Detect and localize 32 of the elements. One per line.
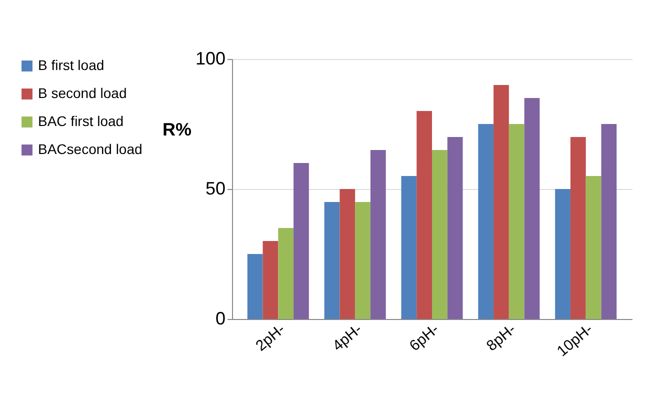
- bar: [524, 98, 540, 319]
- y-tick-label: 0: [215, 308, 226, 328]
- bar: [262, 241, 278, 319]
- bar: [416, 111, 432, 319]
- bar: [370, 150, 386, 319]
- bar: [586, 176, 602, 319]
- legend-label: BACsecond load: [38, 141, 142, 157]
- x-tick-label: 4pH-: [330, 320, 366, 355]
- bar: [247, 254, 263, 319]
- y-axis-title: R%: [162, 120, 192, 140]
- bar: [447, 137, 463, 319]
- bar: [555, 189, 570, 319]
- bar: [601, 124, 617, 319]
- bar: [294, 163, 309, 319]
- legend-label: B first load: [38, 57, 104, 73]
- bar: [508, 124, 524, 319]
- x-tick-label: 8pH-: [483, 320, 520, 355]
- bar: [324, 202, 340, 319]
- legend-label: B second load: [38, 85, 127, 101]
- bar: [478, 124, 494, 319]
- x-tick-label: 6pH-: [406, 320, 442, 355]
- bar: [355, 202, 370, 319]
- bar: [401, 176, 417, 319]
- y-tick-label: 50: [205, 178, 226, 198]
- x-tick-label: 2pH-: [252, 320, 288, 355]
- y-tick-label: 100: [195, 48, 226, 68]
- bar: [494, 85, 509, 319]
- legend-label: BAC first load: [38, 113, 124, 129]
- bar: [432, 150, 448, 319]
- bar: [340, 189, 356, 319]
- bar: [278, 228, 294, 319]
- bar: [570, 137, 586, 319]
